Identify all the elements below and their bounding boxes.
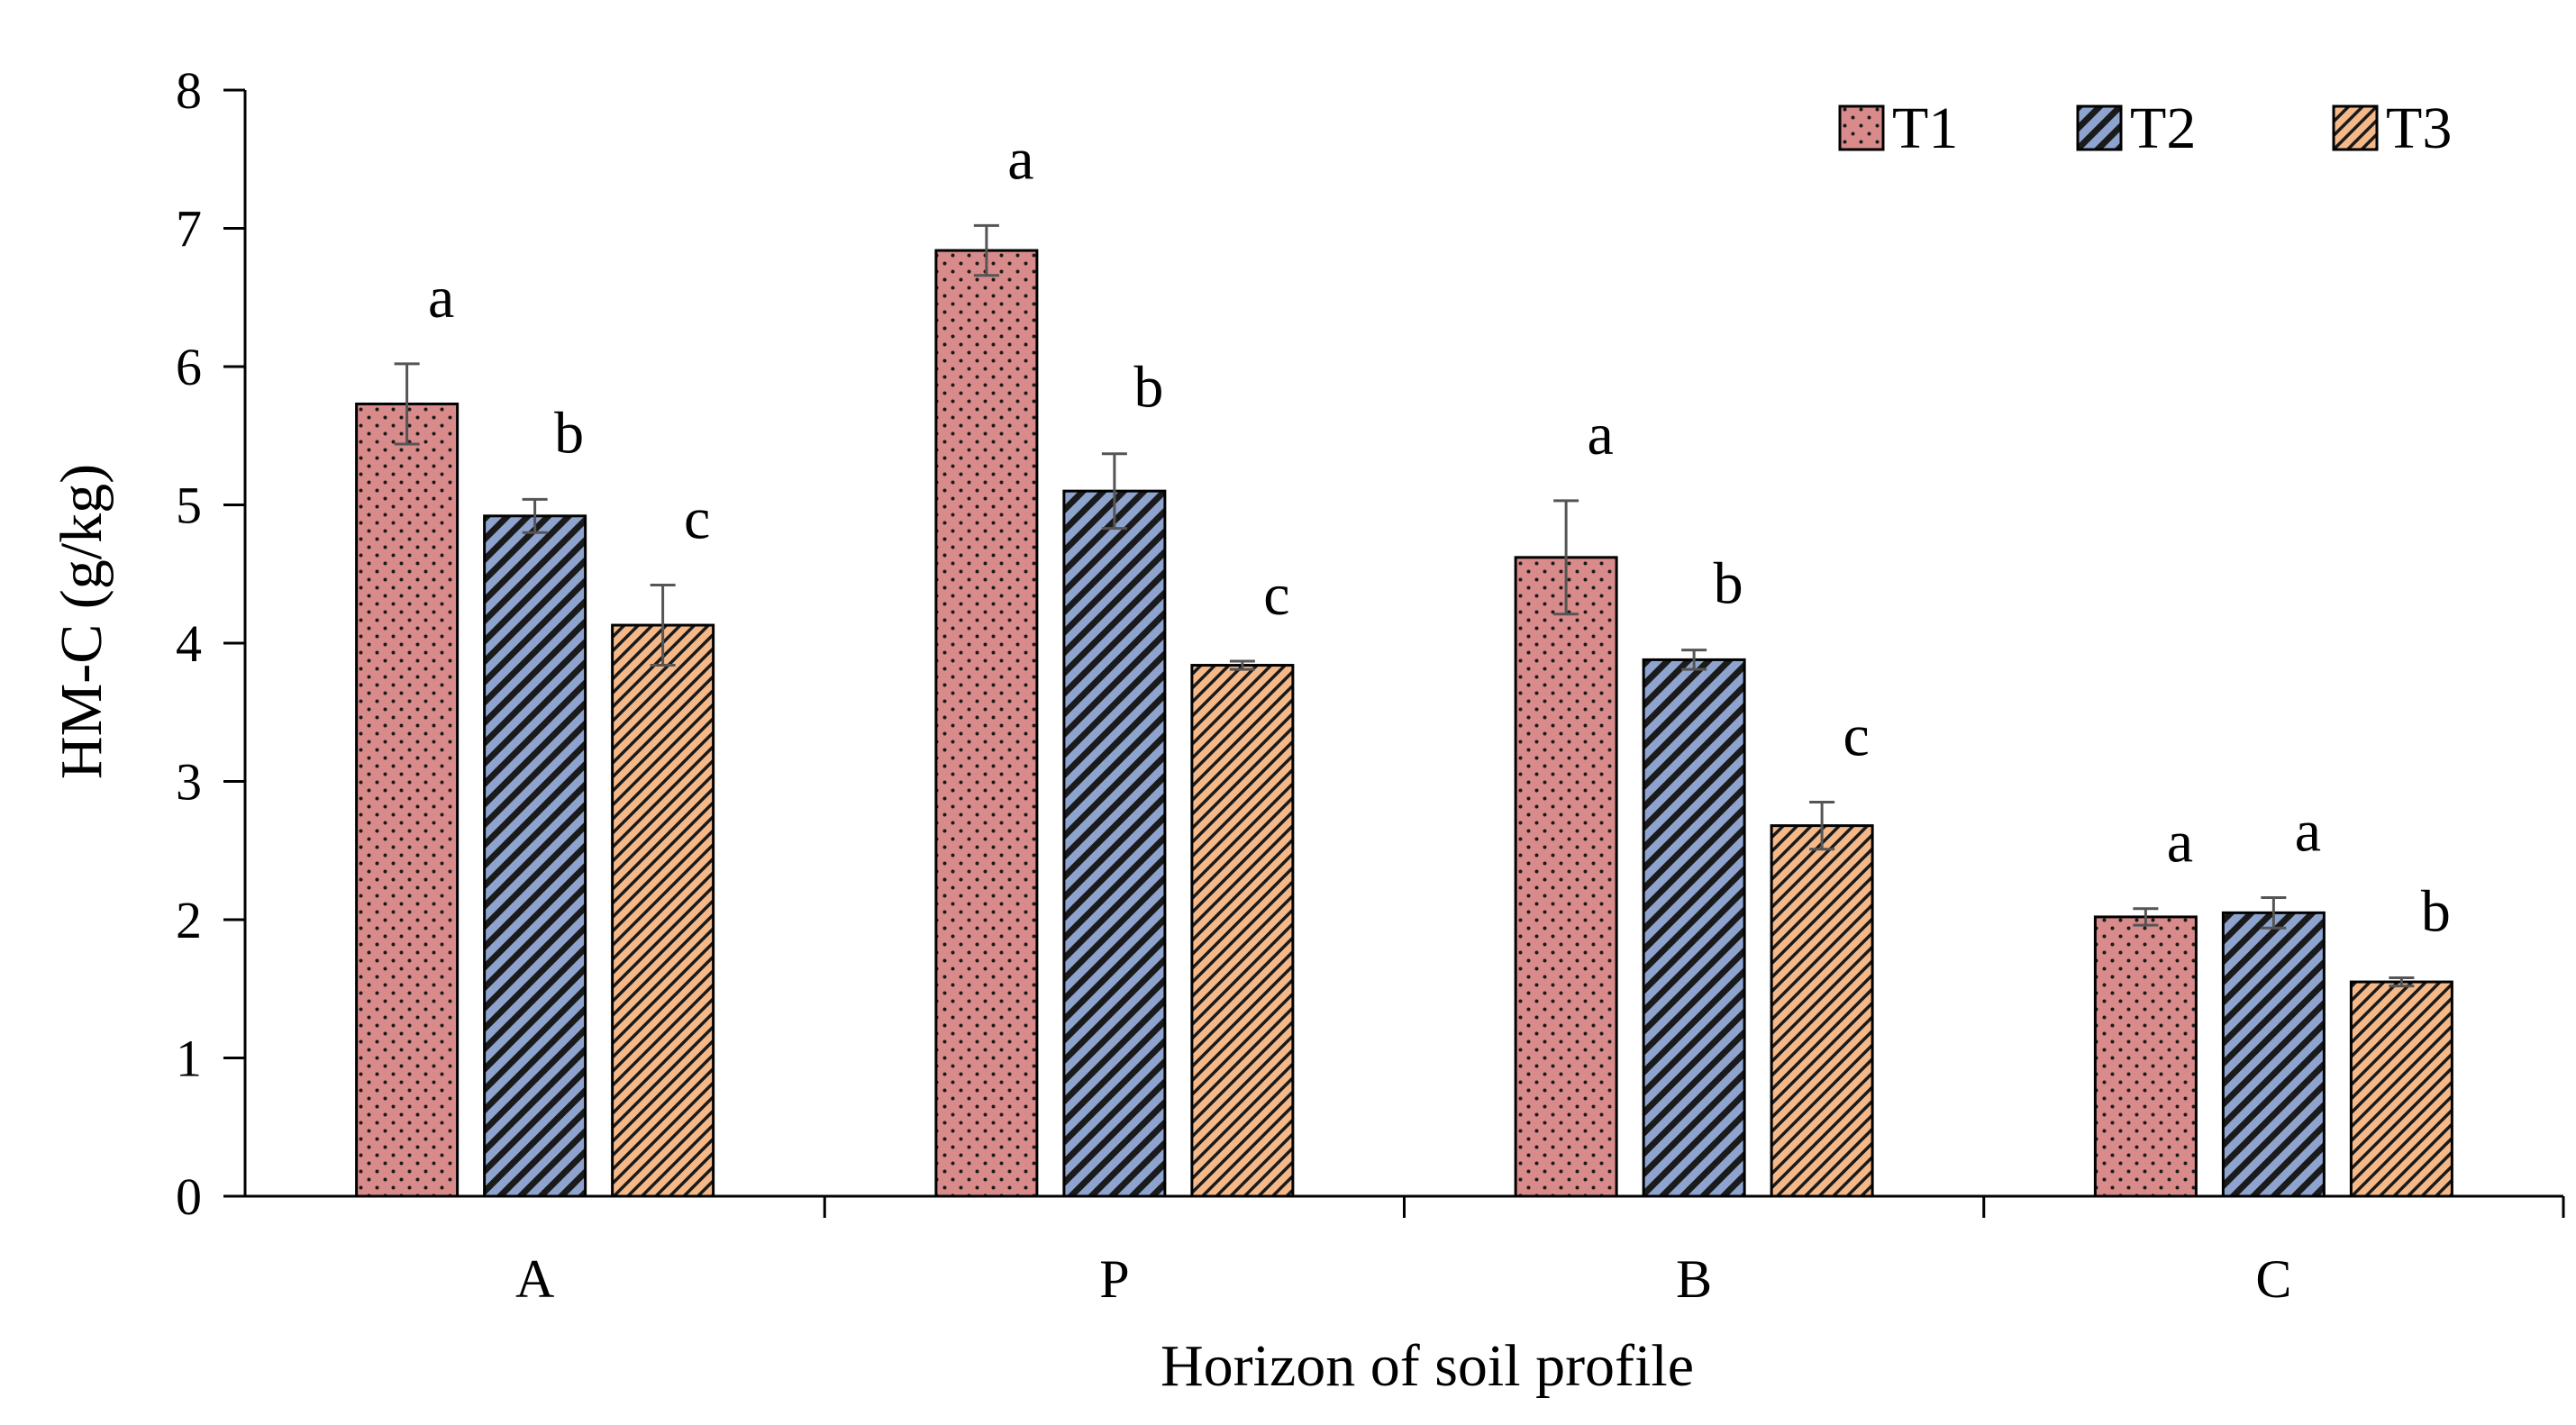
x-category-label: A: [515, 1249, 554, 1309]
legend-swatch-t1: [1838, 104, 1885, 151]
y-tick-label: 0: [176, 1167, 202, 1226]
bar-t3-c: [2349, 980, 2453, 1198]
y-axis-title: HM-C (g/kg): [49, 464, 114, 779]
legend-label-t2: T2: [2130, 95, 2196, 161]
significance-letter: a: [2295, 798, 2321, 864]
bar-t1-p: [934, 249, 1039, 1198]
significance-letter: b: [1133, 355, 1163, 421]
significance-letter: c: [1263, 562, 1289, 628]
legend-swatch-t3: [2332, 104, 2379, 151]
bars: [355, 249, 2453, 1198]
bar-t1-b: [1514, 556, 1618, 1198]
bar-t3-p: [1190, 664, 1295, 1198]
significance-letter: a: [1587, 402, 1613, 467]
error-bars: [394, 223, 2415, 988]
significance-letter: a: [2167, 810, 2193, 876]
y-tick-label: 5: [176, 477, 202, 535]
bar-t3-b: [1770, 824, 1874, 1198]
significance-letter: c: [684, 486, 710, 552]
y-tick-label: 3: [176, 753, 202, 812]
significance-letter: b: [554, 400, 584, 466]
x-axis-title: Horizon of soil profile: [1161, 1333, 1694, 1399]
x-category-label: P: [1099, 1249, 1129, 1309]
y-tick-label: 1: [176, 1030, 202, 1088]
legend: T1 T2 T3: [1838, 95, 2452, 161]
significance-letter: a: [1007, 126, 1033, 192]
bar-t2-b: [1642, 658, 1746, 1198]
bar-t3-a: [611, 623, 715, 1198]
bar-t2-c: [2221, 911, 2326, 1198]
x-category-label: B: [1676, 1249, 1712, 1309]
y-tick-label: 8: [176, 61, 202, 120]
bar-t2-p: [1062, 489, 1167, 1198]
y-tick-label: 6: [176, 338, 202, 396]
legend-label-t3: T3: [2386, 95, 2452, 161]
legend-label-t1: T1: [1892, 95, 1958, 161]
bar-t1-a: [355, 402, 460, 1198]
significance-letter: b: [2421, 878, 2451, 944]
significance-labels: a b c a b c a b c a a b: [428, 126, 2451, 944]
legend-swatch-t2: [2076, 104, 2123, 151]
significance-letter: c: [1843, 703, 1869, 769]
significance-letter: a: [428, 265, 454, 331]
significance-letter: b: [1714, 551, 1743, 617]
x-category-label: C: [2255, 1249, 2291, 1309]
y-tick-label: 2: [176, 891, 202, 949]
bar-t2-a: [483, 514, 587, 1198]
y-tick-label: 4: [176, 614, 202, 673]
bar-t1-c: [2093, 915, 2198, 1198]
y-tick-label: 7: [176, 200, 202, 259]
